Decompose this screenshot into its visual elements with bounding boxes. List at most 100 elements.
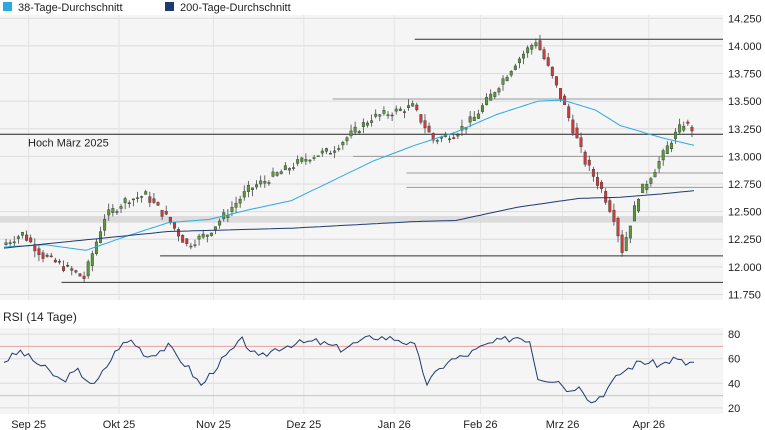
candle-body: [320, 150, 324, 154]
candle-body: [361, 122, 365, 127]
candle: [140, 195, 144, 203]
candle: [517, 56, 521, 69]
candle-body: [168, 216, 172, 223]
candle: [637, 198, 641, 213]
candle: [152, 193, 156, 205]
candle: [534, 38, 538, 49]
candle: [612, 203, 616, 226]
candle: [205, 234, 209, 243]
candle-body: [99, 231, 102, 243]
candle: [616, 216, 620, 243]
candle: [304, 153, 308, 165]
x-tick-label: Okt 25: [103, 419, 135, 430]
candle-body: [66, 264, 70, 267]
candle-body: [415, 104, 419, 111]
rsi-gridlines: [0, 333, 723, 409]
candle: [497, 86, 501, 96]
candle-body: [456, 134, 460, 137]
candle-body: [103, 218, 107, 231]
candle-body: [185, 238, 189, 244]
candle-body: [181, 235, 185, 243]
candle-body: [345, 137, 349, 142]
candle: [476, 109, 480, 119]
candle: [119, 203, 123, 214]
candle-body: [407, 105, 411, 108]
candle: [164, 205, 168, 216]
candle-body: [62, 266, 66, 271]
candle-body: [172, 222, 176, 229]
candle-body: [78, 273, 82, 277]
candle-body: [304, 159, 308, 162]
candle: [600, 179, 604, 193]
candle: [25, 230, 29, 242]
candle: [485, 93, 489, 106]
candle-body: [238, 198, 242, 204]
candle-body: [8, 242, 12, 244]
candle-body: [423, 120, 427, 129]
candle-body: [493, 92, 497, 97]
ma200-line: [3, 190, 695, 249]
candle: [591, 166, 595, 182]
candle-body: [641, 183, 645, 194]
candle: [370, 114, 374, 127]
price-tick-label: 14.000: [728, 41, 762, 53]
candle-body: [386, 114, 390, 116]
candle: [559, 88, 562, 102]
candle: [242, 185, 246, 201]
candle-body: [419, 114, 423, 123]
candle: [312, 154, 316, 161]
candle: [587, 155, 591, 171]
candle: [579, 132, 583, 153]
candle: [94, 238, 98, 256]
candle: [665, 141, 669, 155]
candle-body: [559, 88, 562, 100]
x-tick-label: Sep 25: [11, 419, 46, 430]
candle: [49, 252, 53, 258]
candle-body: [205, 234, 209, 237]
candle-body: [296, 159, 300, 164]
candle: [628, 225, 632, 244]
candle-body: [160, 209, 164, 217]
candle: [66, 262, 70, 268]
candle-body: [197, 235, 201, 240]
candle-body: [119, 206, 123, 209]
candle-body: [575, 127, 579, 139]
candle-body: [653, 171, 657, 178]
candle: [493, 91, 497, 99]
candle: [341, 140, 345, 150]
candle-body: [550, 66, 554, 76]
candle-body: [218, 220, 222, 226]
candle-body: [251, 187, 254, 190]
candle-body: [333, 150, 337, 153]
candle: [505, 74, 509, 82]
legend-label-ma200: 200-Tage-Durchschnitt: [180, 2, 291, 14]
candle-body: [579, 137, 583, 147]
candle: [103, 214, 107, 237]
rsi-panel: [0, 328, 723, 414]
candle-body: [366, 122, 369, 126]
candle-body: [526, 47, 530, 54]
candle-body: [271, 171, 275, 177]
candle-body: [468, 116, 472, 123]
candle: [366, 120, 369, 128]
candle-body: [530, 44, 534, 50]
candle: [82, 271, 86, 283]
candle-body: [485, 96, 489, 105]
candle-body: [37, 248, 41, 255]
price-tick-label: 13.500: [728, 96, 762, 108]
candle: [107, 203, 111, 221]
x-tick-label: Dez 25: [286, 419, 321, 430]
candle-body: [107, 209, 111, 216]
candle: [653, 168, 657, 178]
x-tick-label: Jan 26: [378, 419, 411, 430]
price-tick-label: 12.500: [728, 207, 762, 219]
candle-body: [246, 185, 250, 192]
candle-body: [628, 225, 632, 239]
candle-body: [398, 108, 402, 111]
candle-body: [546, 57, 550, 66]
candle-body: [661, 150, 665, 161]
candle-body: [341, 142, 345, 146]
x-axis: Sep 25 Okt 25 Nov 25 Dez 25 Jan 26 Feb 26 Mrz …: [11, 15, 665, 430]
candle: [283, 162, 287, 171]
